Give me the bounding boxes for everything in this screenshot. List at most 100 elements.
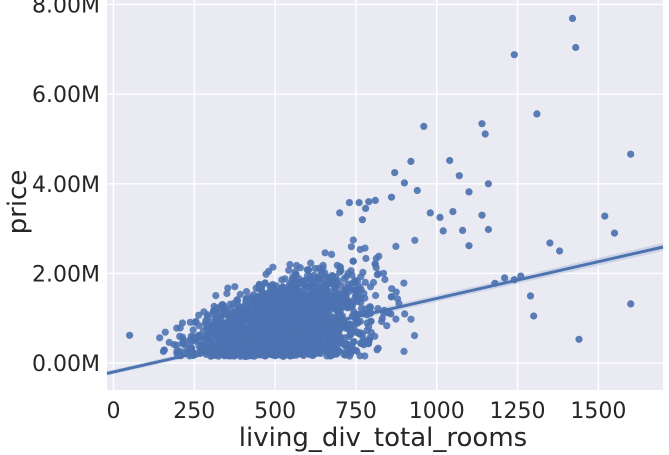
data-point: [271, 320, 279, 328]
data-point: [321, 285, 329, 293]
grid-lines: [107, 0, 663, 390]
data-point: [340, 334, 348, 342]
data-point: [314, 337, 322, 345]
data-point: [281, 290, 289, 298]
data-point: [255, 280, 263, 289]
data-point: [410, 332, 419, 340]
data-point: [278, 276, 286, 284]
data-point: [355, 318, 363, 326]
data-point: [439, 227, 447, 235]
data-point: [378, 317, 386, 326]
data-point: [348, 271, 356, 279]
data-point: [304, 266, 312, 274]
data-point: [379, 269, 388, 277]
data-point: [526, 292, 535, 300]
data-point: [401, 310, 409, 318]
data-point: [383, 322, 391, 330]
data-point: [223, 289, 231, 298]
data-point: [161, 328, 169, 336]
data-point: [327, 273, 335, 282]
data-point: [436, 213, 444, 221]
data-point: [572, 43, 580, 52]
data-point: [212, 314, 220, 322]
data-point: [226, 309, 234, 317]
data-point: [354, 329, 362, 337]
data-point: [465, 188, 473, 196]
data-point: [328, 351, 336, 359]
data-point: [173, 324, 181, 332]
data-point: [261, 304, 269, 312]
data-point: [530, 312, 538, 320]
data-point: [345, 300, 353, 308]
data-point: [346, 320, 354, 328]
data-point: [365, 198, 373, 206]
data-point: [173, 341, 181, 349]
data-point: [372, 254, 380, 263]
data-point: [392, 288, 400, 296]
data-point: [244, 325, 252, 333]
data-point: [601, 212, 609, 220]
data-point: [203, 313, 212, 321]
data-point: [336, 291, 345, 299]
data-point: [242, 312, 250, 321]
data-point: [307, 333, 315, 341]
data-point: [349, 236, 357, 244]
y-tick-labels: 0.00M 2.00M 4.00M 6.00M 8.00M: [32, 0, 100, 377]
data-point: [279, 313, 287, 321]
data-point: [345, 199, 353, 207]
data-point: [254, 318, 262, 326]
data-point: [351, 278, 359, 286]
data-point: [381, 275, 389, 284]
data-point: [341, 340, 349, 349]
data-point: [372, 291, 380, 300]
data-point: [301, 293, 309, 301]
data-point: [189, 326, 197, 334]
data-point: [245, 304, 253, 312]
x-tick-label: 1000: [409, 399, 465, 424]
data-point: [303, 272, 312, 280]
data-point: [345, 284, 353, 292]
data-point: [324, 340, 332, 348]
data-point: [353, 347, 361, 355]
data-point: [279, 283, 287, 291]
data-point: [287, 284, 295, 292]
data-point: [350, 338, 358, 346]
data-point: [210, 307, 218, 315]
data-point: [392, 315, 400, 323]
data-point: [231, 283, 239, 291]
data-point: [575, 335, 583, 343]
data-point: [272, 311, 280, 319]
data-point: [533, 110, 541, 118]
data-point: [289, 337, 297, 345]
x-tick-labels: 0 250 500 750 1000 1250 1500: [106, 399, 626, 424]
data-point: [361, 278, 369, 286]
data-point: [195, 322, 203, 330]
data-point: [203, 335, 211, 343]
x-tick-label: 750: [335, 399, 377, 424]
data-point: [160, 346, 168, 354]
data-point: [292, 271, 300, 279]
data-point: [233, 296, 241, 304]
data-point: [308, 282, 316, 290]
data-point: [407, 157, 415, 165]
data-point: [627, 300, 635, 308]
data-point: [310, 307, 318, 315]
data-point: [362, 254, 370, 263]
data-point: [271, 304, 279, 312]
data-point: [363, 319, 371, 327]
data-point: [217, 348, 225, 356]
data-point: [320, 328, 328, 336]
data-point: [156, 334, 164, 342]
data-point: [263, 337, 271, 345]
data-point: [392, 242, 400, 250]
data-point: [325, 292, 333, 300]
data-point: [295, 299, 303, 307]
data-point: [236, 343, 244, 351]
data-point: [261, 325, 269, 333]
data-point: [241, 352, 249, 360]
data-point: [366, 303, 374, 311]
data-point: [374, 270, 382, 278]
data-point: [355, 286, 363, 294]
data-point: [279, 308, 287, 316]
data-point: [355, 199, 363, 207]
